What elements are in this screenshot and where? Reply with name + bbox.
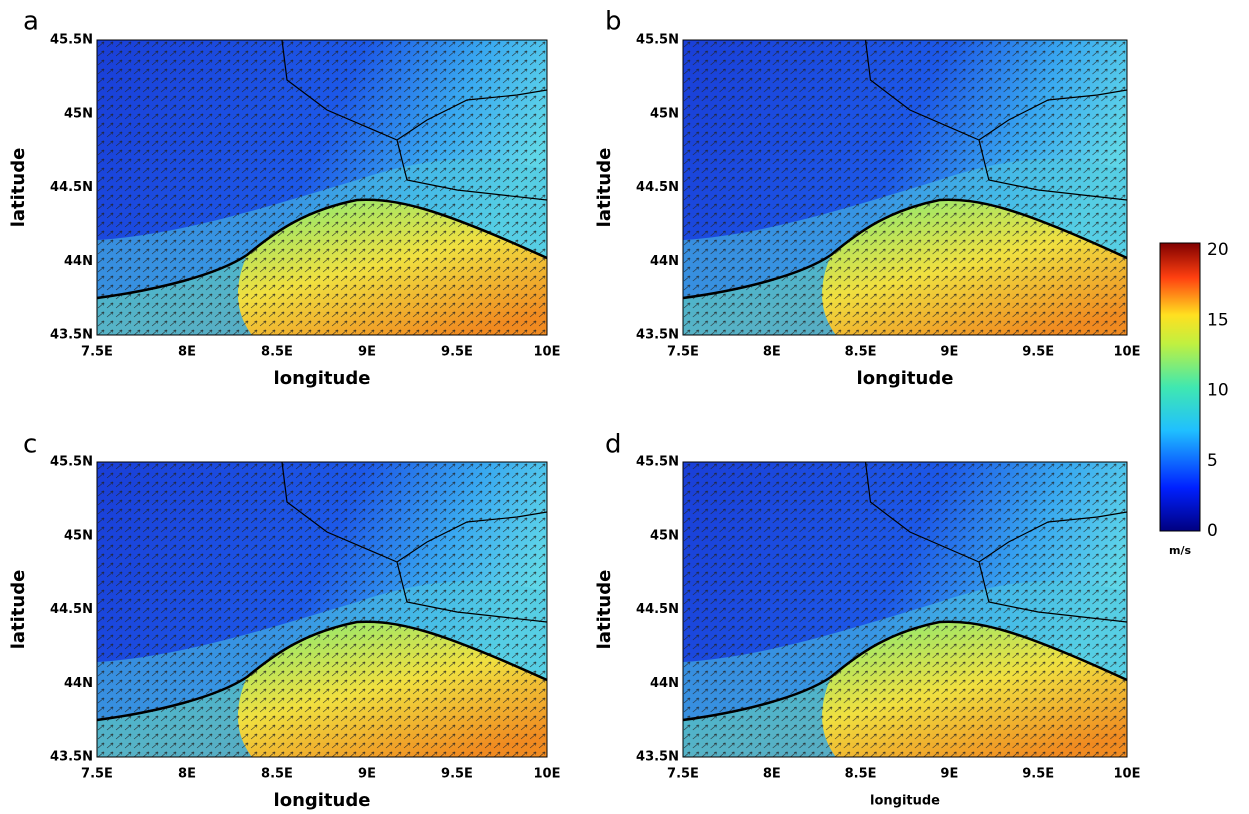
y-tick-label: 44N <box>650 254 679 269</box>
x-tick-label: 7.5E <box>81 767 113 782</box>
map-field <box>96 39 548 335</box>
panel-letter: a <box>23 7 39 37</box>
x-tick-label: 8.5E <box>845 767 877 782</box>
x-tick-label: 10E <box>534 767 561 782</box>
border <box>864 39 1128 201</box>
colorbar-tick-label: 10 <box>1207 381 1229 401</box>
y-tick-label: 44.5N <box>50 602 93 617</box>
y-tick-label: 44N <box>64 676 93 691</box>
plot-frame <box>96 39 548 336</box>
x-tick-label: 9E <box>358 767 376 782</box>
y-axis-label: latitude <box>8 570 29 650</box>
coastline <box>96 198 548 300</box>
plot-frame <box>682 39 1128 336</box>
colorbar <box>1159 242 1201 532</box>
y-axis-label: latitude <box>594 570 615 650</box>
x-tick-label: 9.5E <box>1022 767 1054 782</box>
map-field <box>682 39 1128 335</box>
y-tick-label: 45N <box>650 528 679 543</box>
x-tick-label: 9.5E <box>441 767 473 782</box>
wind-arrows <box>683 40 1127 335</box>
colorbar-unit: m/s <box>1169 544 1191 557</box>
x-tick-label: 8E <box>178 767 196 782</box>
panel-letter: c <box>23 430 37 460</box>
wind-arrows <box>97 40 547 335</box>
map-panel: 7.5E 8E 8.5E 9E 9.5E 10E 45.5N 45N 44.5N 44N 43.5N… <box>8 430 561 812</box>
x-tick-label: 9.5E <box>1022 345 1054 360</box>
x-tick-label: 10E <box>1114 345 1141 360</box>
x-tick-label: 8.5E <box>261 767 293 782</box>
x-tick-label: 7.5E <box>81 345 113 360</box>
y-tick-label: 45N <box>650 106 679 121</box>
y-tick-label: 44N <box>64 254 93 269</box>
map-panel: 7.5E 8E 8.5E 9E 9.5E 10E 45.5N 45N 44.5N 44N 43.5N… <box>8 7 560 390</box>
border <box>281 461 548 623</box>
border <box>281 39 548 201</box>
colorbar-tick-label: 15 <box>1207 310 1229 330</box>
x-tick-label: 8.5E <box>845 345 877 360</box>
y-tick-label: 44.5N <box>636 180 679 195</box>
x-axis-label: longitude <box>870 794 940 809</box>
x-tick-label: 8.5E <box>261 345 293 360</box>
y-tick-label: 45.5N <box>636 455 679 470</box>
plot-frame <box>96 461 548 758</box>
y-axis-label: latitude <box>8 148 29 228</box>
colorbar-tick-label: 5 <box>1207 451 1218 471</box>
y-tick-label: 44.5N <box>636 602 679 617</box>
x-tick-label: 8E <box>178 345 196 360</box>
map-panel: 7.5E 8E 8.5E 9E 9.5E 10E 45.5N 45N 44.5N 44N 43.5N… <box>594 430 1140 809</box>
map-field <box>682 461 1128 757</box>
map-field <box>96 461 548 757</box>
colorbar-tick-label: 20 <box>1207 240 1229 260</box>
x-axis-label: longitude <box>274 790 371 810</box>
x-axis-label: longitude <box>274 368 371 389</box>
x-tick-label: 8E <box>763 345 781 360</box>
y-tick-label: 43.5N <box>50 750 93 765</box>
y-tick-label: 43.5N <box>636 328 679 343</box>
x-tick-label: 9E <box>358 345 376 360</box>
x-tick-label: 10E <box>534 345 561 360</box>
y-tick-label: 44.5N <box>50 180 93 195</box>
x-tick-label: 9E <box>940 767 958 782</box>
y-tick-label: 45.5N <box>636 33 679 48</box>
x-tick-label: 7.5E <box>667 767 699 782</box>
colorbar-tick-label: 0 <box>1207 521 1218 541</box>
plot-frame <box>682 461 1128 758</box>
panel-letter: d <box>605 430 622 460</box>
y-tick-label: 45N <box>64 106 93 121</box>
y-tick-label: 45.5N <box>50 33 93 48</box>
map-panel: 7.5E 8E 8.5E 9E 9.5E 10E 45.5N 45N 44.5N 44N 43.5N… <box>594 7 1140 390</box>
panel-letter: b <box>605 7 622 37</box>
border <box>864 461 1128 623</box>
wind-arrows <box>97 462 547 757</box>
coastline <box>682 198 1128 300</box>
y-tick-label: 43.5N <box>50 328 93 343</box>
y-axis-label: latitude <box>594 148 615 228</box>
x-axis-label: longitude <box>857 368 954 389</box>
x-tick-label: 9E <box>940 345 958 360</box>
y-tick-label: 45N <box>64 528 93 543</box>
coastline <box>682 620 1128 722</box>
x-tick-label: 8E <box>763 767 781 782</box>
wind-arrows <box>683 462 1127 757</box>
x-tick-label: 10E <box>1114 767 1141 782</box>
x-tick-label: 7.5E <box>667 345 699 360</box>
y-tick-label: 44N <box>650 676 679 691</box>
y-tick-label: 45.5N <box>50 455 93 470</box>
coastline <box>96 620 548 722</box>
x-tick-label: 9.5E <box>441 345 473 360</box>
y-tick-label: 43.5N <box>636 750 679 765</box>
